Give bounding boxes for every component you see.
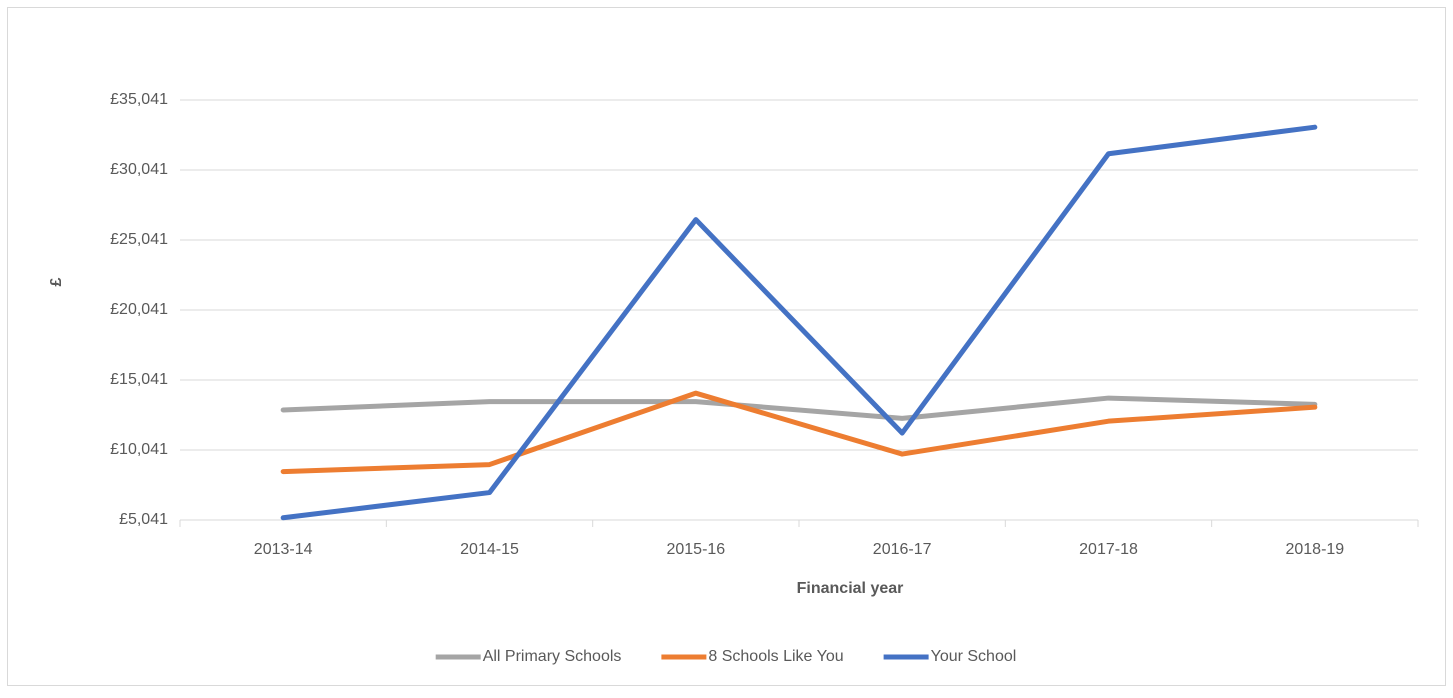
y-tick-label: £20,041	[110, 301, 168, 318]
y-tick-label: £35,041	[110, 91, 168, 108]
x-tick-label: 2015-16	[666, 541, 725, 558]
y-tick-label: £30,041	[110, 161, 168, 178]
series-line	[280, 395, 1318, 421]
x-tick-label: 2013-14	[254, 541, 313, 558]
x-tick-label: 2018-19	[1285, 541, 1344, 558]
legend-label: Your School	[931, 648, 1017, 665]
series-line	[280, 124, 1318, 521]
x-tick-label: 2014-15	[460, 541, 519, 558]
x-tick-label: 2017-18	[1079, 541, 1138, 558]
legend-label: 8 Schools Like You	[708, 648, 843, 665]
y-tick-label: £15,041	[110, 371, 168, 388]
x-axis-label: Financial year	[797, 580, 904, 597]
series-line	[280, 390, 1318, 475]
y-tick-label: £25,041	[110, 231, 168, 248]
legend-label: All Primary Schools	[483, 648, 622, 665]
y-tick-label: £5,041	[119, 511, 168, 528]
y-axis-label: £	[48, 277, 65, 286]
x-tick-label: 2016-17	[873, 541, 932, 558]
y-tick-label: £10,041	[110, 441, 168, 458]
chart-border	[7, 7, 1446, 686]
